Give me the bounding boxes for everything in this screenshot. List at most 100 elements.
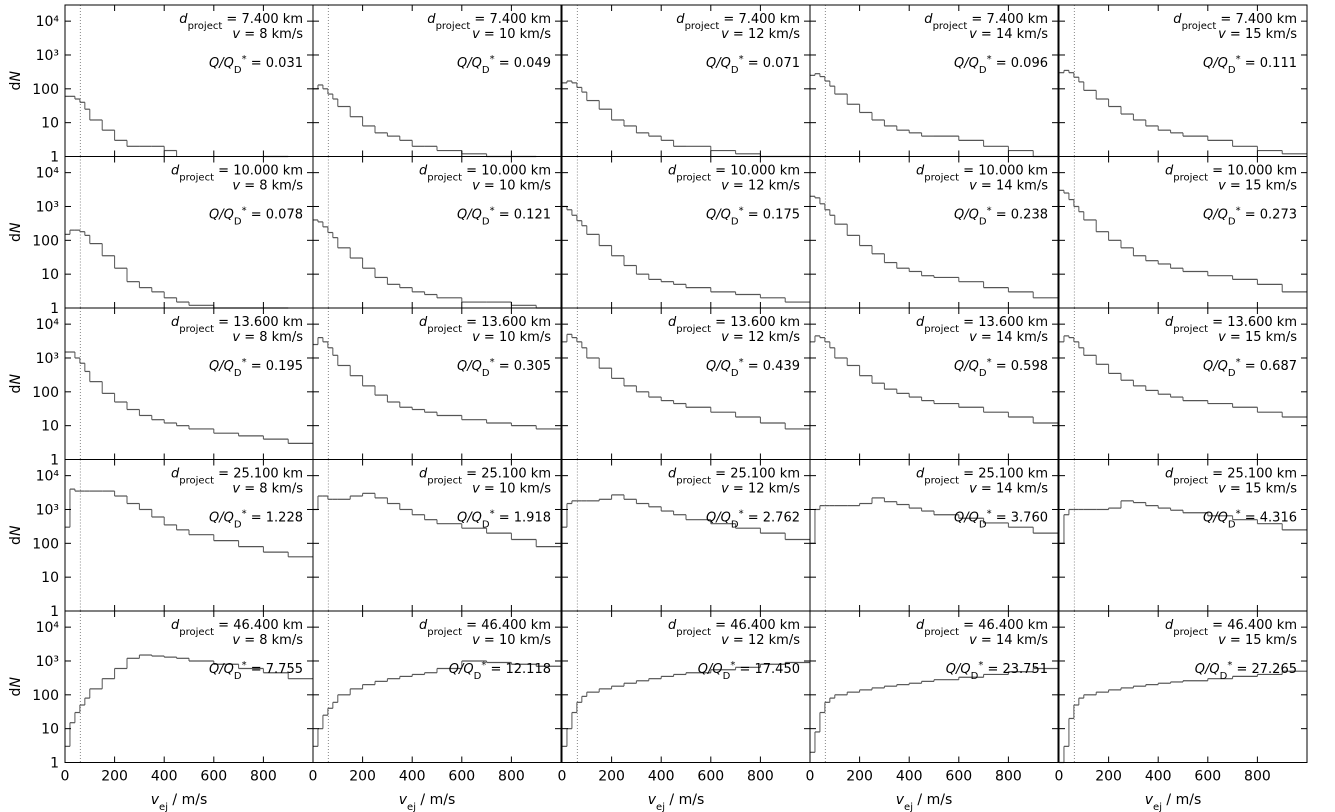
text-part: D — [1228, 216, 1236, 227]
text-part: / m/s — [1162, 792, 1201, 808]
text-part: = — [729, 179, 748, 194]
text-part: project — [179, 172, 214, 183]
text-part: / m/s — [416, 792, 455, 808]
text-part: * — [490, 508, 495, 519]
text-part: 0.031 — [266, 56, 303, 71]
text-part: * — [490, 357, 495, 368]
text-part: = — [240, 179, 259, 194]
y-tick-label: 1 — [50, 756, 59, 772]
text-part: 0.071 — [763, 56, 800, 71]
text-part: d — [668, 164, 677, 179]
text-part: = — [486, 662, 505, 677]
text-part: 10.000 km — [1227, 164, 1297, 179]
annotation: v = 12 km/s — [721, 330, 800, 345]
text-part: 13.600 km — [233, 315, 303, 330]
text-part: v — [151, 792, 160, 808]
annotation: Q/QD* = 17.450 — [698, 660, 800, 682]
annotation: v = 15 km/s — [1218, 633, 1297, 648]
text-part: = — [222, 12, 241, 27]
text-part: = — [480, 179, 499, 194]
text-part: ej — [904, 802, 913, 812]
text-part: d — [427, 12, 436, 27]
annotation: v = 12 km/s — [721, 633, 800, 648]
text-part: = — [247, 359, 266, 374]
text-part: d — [171, 618, 180, 633]
text-part: = — [247, 208, 266, 223]
text-part: 25.100 km — [481, 467, 551, 482]
text-part: 0.049 — [514, 56, 551, 71]
text-part: = — [1232, 662, 1251, 677]
text-part: Q/Q — [706, 208, 731, 223]
text-part: / m/s — [168, 792, 207, 808]
text-part: = — [959, 164, 978, 179]
x-tick-label: 0 — [309, 769, 318, 785]
y-tick-label: 10⁴ — [36, 620, 60, 636]
text-part: d — [8, 688, 24, 697]
text-part: * — [242, 508, 247, 519]
x-tick-label: 800 — [995, 769, 1022, 785]
x-tick-label: 200 — [1095, 769, 1122, 785]
y-tick-label: 100 — [32, 82, 59, 98]
text-part: N — [8, 222, 24, 233]
text-part: Q/Q — [954, 359, 979, 374]
text-part: v — [721, 179, 729, 194]
text-part: 0.305 — [514, 359, 551, 374]
annotation: v = 10 km/s — [472, 330, 551, 345]
text-part: d — [916, 164, 925, 179]
text-part: D — [234, 519, 242, 530]
text-part: * — [242, 660, 247, 671]
text-part: v — [232, 482, 240, 497]
text-part: D — [234, 671, 242, 682]
text-part: project — [676, 172, 711, 183]
y-tick-label: 10 — [41, 722, 59, 738]
x-tick-label: 600 — [945, 769, 972, 785]
text-part: d — [8, 385, 24, 394]
text-part: 0.096 — [1011, 56, 1048, 71]
annotation: Q/QD* = 0.078 — [209, 205, 303, 227]
text-part: 46.400 km — [1227, 618, 1297, 633]
text-part: project — [427, 475, 462, 486]
text-part: = — [735, 662, 754, 677]
annotation: Q/QD* = 27.265 — [1195, 660, 1297, 682]
text-part: = — [1241, 511, 1260, 526]
text-part: = — [240, 482, 259, 497]
annotation: Q/QD* = 1.918 — [457, 508, 551, 530]
text-part: = — [247, 662, 266, 677]
text-part: 10.000 km — [481, 164, 551, 179]
text-part: project — [924, 172, 959, 183]
text-part: v — [1218, 482, 1226, 497]
text-part: * — [490, 54, 495, 65]
annotation: v = 8 km/s — [232, 179, 303, 194]
text-part: = — [977, 633, 996, 648]
text-part: 10 km/s — [499, 633, 551, 648]
annotation: dproject = 46.400 km — [668, 618, 800, 638]
annotation: dproject = 7.400 km — [179, 12, 303, 32]
text-part: N — [8, 374, 24, 385]
text-part: = — [959, 315, 978, 330]
text-part: d — [8, 536, 24, 545]
text-part: project — [436, 21, 471, 32]
annotation: Q/QD* = 0.687 — [1203, 357, 1297, 379]
text-part: = — [959, 467, 978, 482]
x-tick-label: 800 — [1244, 769, 1271, 785]
x-tick-label: 200 — [846, 769, 873, 785]
text-part: = — [711, 467, 730, 482]
text-part: = — [1241, 359, 1260, 374]
annotation: dN — [8, 677, 24, 697]
text-part: 25.100 km — [1227, 467, 1297, 482]
text-part: d — [668, 618, 677, 633]
annotation: v = 8 km/s — [232, 633, 303, 648]
text-part: v — [472, 633, 480, 648]
annotation: v = 8 km/s — [232, 330, 303, 345]
y-tick-label: 1 — [50, 453, 59, 469]
text-part: project — [924, 627, 959, 638]
y-tick-label: 10⁴ — [36, 317, 60, 333]
text-part: Q/Q — [209, 359, 234, 374]
text-part: v — [472, 179, 480, 194]
text-part: = — [992, 359, 1011, 374]
panel-frame — [809, 610, 1059, 763]
text-part: 0.195 — [266, 359, 303, 374]
text-part: N — [8, 525, 24, 536]
text-part: Q/Q — [706, 56, 731, 71]
